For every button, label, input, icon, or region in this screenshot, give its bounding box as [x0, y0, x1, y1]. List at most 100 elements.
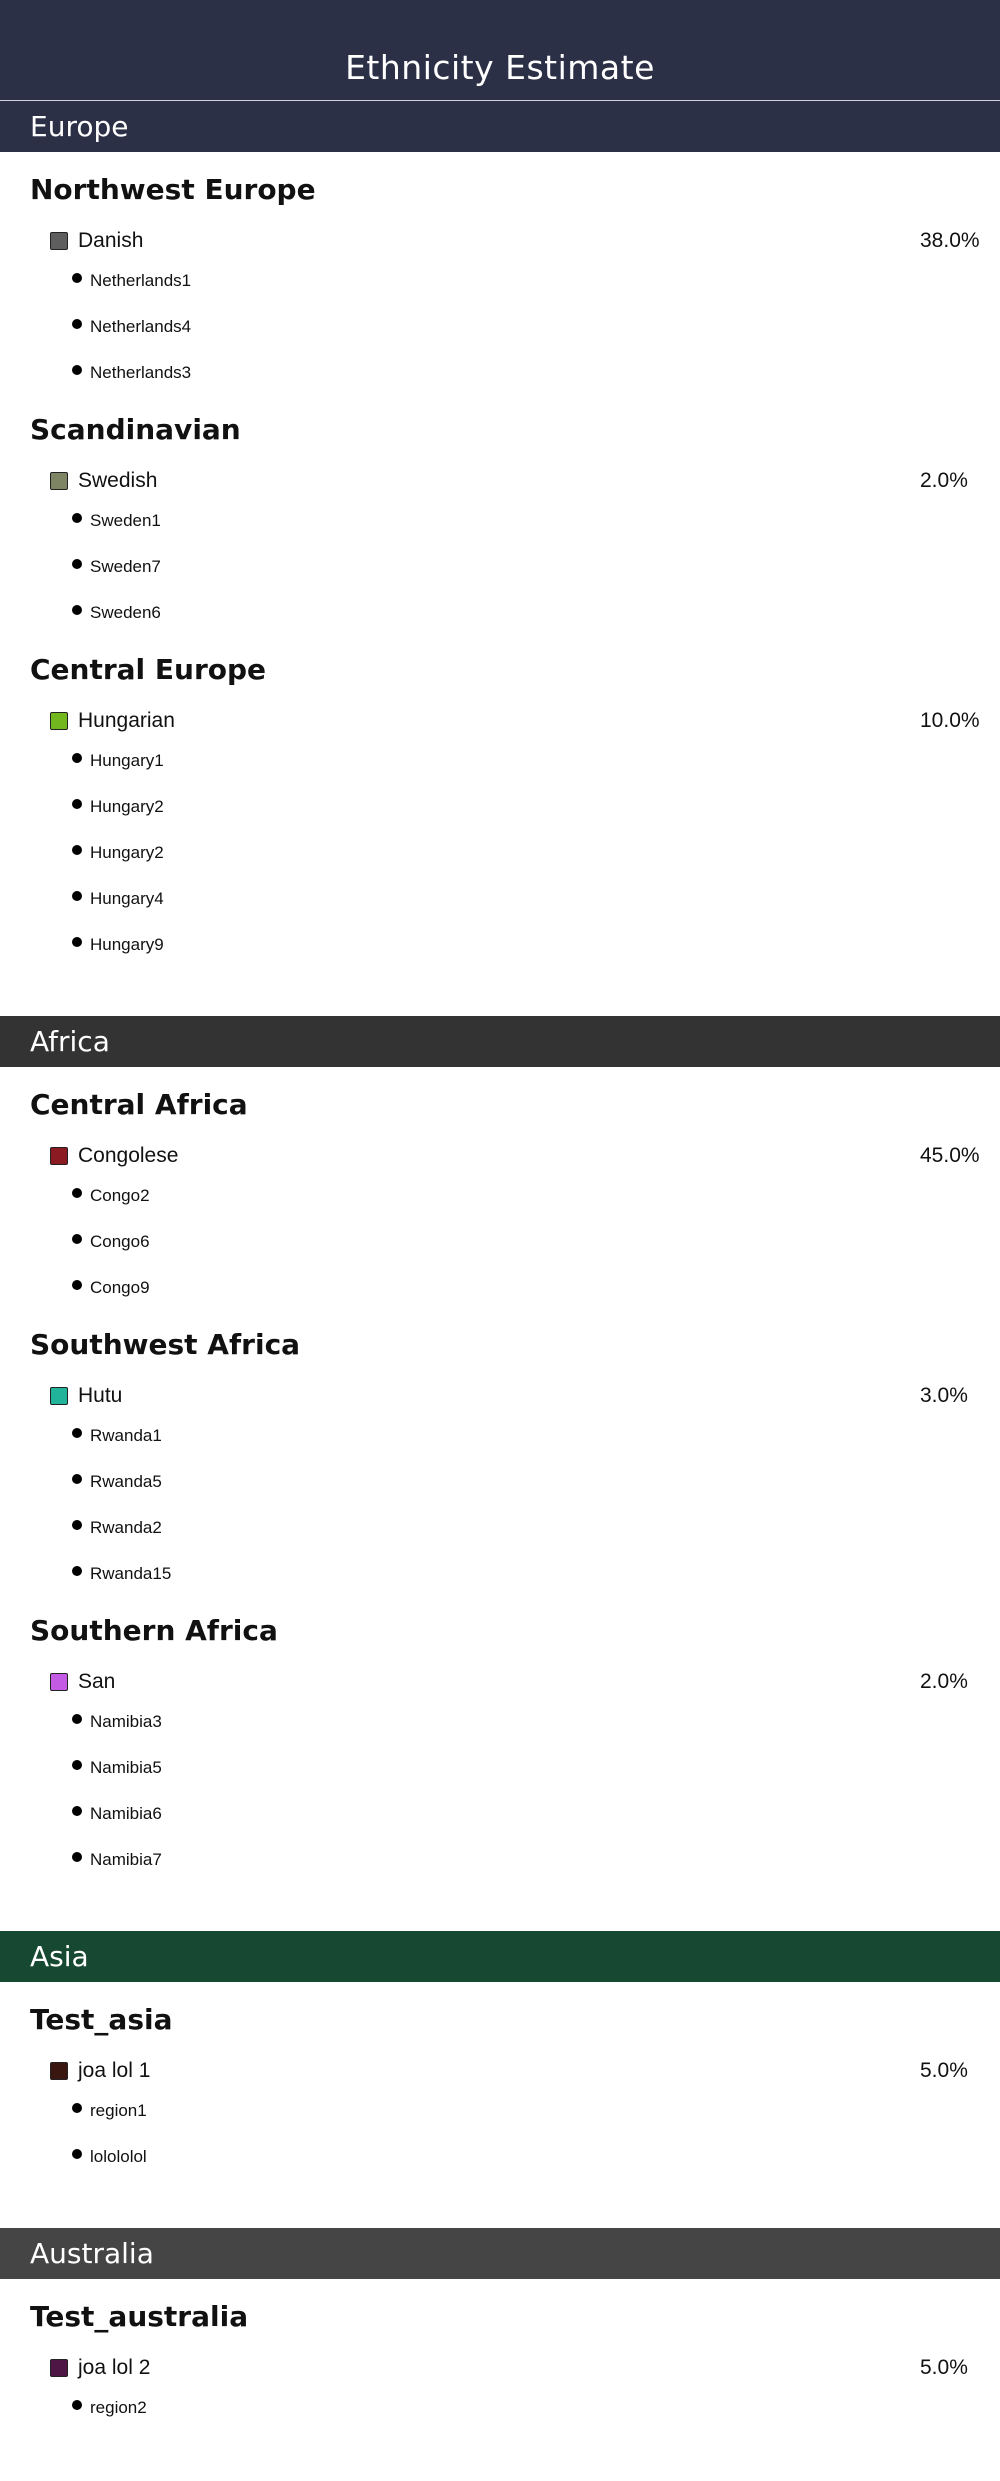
bullet-icon — [72, 1280, 82, 1290]
region-list-item: Rwanda1 — [0, 1413, 1000, 1459]
ethnicity-row: Swedish 2.0% — [0, 464, 1000, 498]
bullet-icon — [72, 273, 82, 283]
ethnicity-row: joa lol 1 5.0% — [0, 2054, 1000, 2088]
ethnicity-label: joa lol 2 — [78, 2356, 151, 2379]
continent-header: Asia — [0, 1931, 1000, 1982]
region-list-item: Sweden6 — [0, 590, 1000, 636]
bullet-icon — [72, 937, 82, 947]
region-label: Netherlands3 — [90, 363, 192, 382]
region-list-item: Rwanda5 — [0, 1459, 1000, 1505]
region-label: Namibia5 — [90, 1758, 162, 1777]
ethnicity-percent: 2.0% — [920, 1670, 968, 1693]
continent-header: Australia — [0, 2228, 1000, 2279]
group-title: Southern Africa — [30, 1614, 278, 1647]
region-label: Sweden1 — [90, 511, 161, 530]
ethnicity-row: joa lol 2 5.0% — [0, 2351, 1000, 2385]
ethnicity-label: San — [78, 1670, 116, 1693]
bullet-icon — [72, 1852, 82, 1862]
bullet-icon — [72, 1188, 82, 1198]
region-label: Hungary2 — [90, 843, 164, 862]
region-list-item: Namibia7 — [0, 1837, 1000, 1883]
ethnicity-percent: 2.0% — [920, 469, 968, 492]
ethnicity-row: Danish 38.0% — [0, 224, 1000, 258]
continent-section: Test_asia joa lol 1 5.0% region1 lolololol — [0, 2006, 1000, 2228]
region-label: region1 — [90, 2101, 147, 2120]
region-list-item: lolololol — [0, 2134, 1000, 2180]
region-list-item: Namibia3 — [0, 1699, 1000, 1745]
region-list-item: Sweden7 — [0, 544, 1000, 590]
ethnicity-label: joa lol 1 — [78, 2059, 151, 2082]
region-list-item: Congo9 — [0, 1265, 1000, 1311]
ethnicity-row: Hungarian 10.0% — [0, 704, 1000, 738]
group-title: Northwest Europe — [30, 173, 316, 206]
region-label: Netherlands1 — [90, 271, 192, 290]
continent-header: Africa — [0, 1016, 1000, 1067]
region-label: Hungary4 — [90, 889, 164, 908]
region-label: Netherlands4 — [90, 317, 192, 336]
bullet-icon — [72, 845, 82, 855]
region-list-item: Congo2 — [0, 1173, 1000, 1219]
region-list-item: Congo6 — [0, 1219, 1000, 1265]
bullet-icon — [72, 365, 82, 375]
region-label: Congo9 — [90, 1278, 150, 1297]
ethnicity-row: Hutu 3.0% — [0, 1379, 1000, 1413]
page-header: Ethnicity Estimate — [0, 0, 1000, 101]
region-list-item: region2 — [0, 2385, 1000, 2431]
color-swatch-icon — [50, 472, 68, 490]
continent-section: Central Africa Congolese 45.0% Congo2 Congo6… — [0, 1091, 1000, 1931]
group-title: Scandinavian — [30, 413, 241, 446]
region-list-item: Rwanda15 — [0, 1551, 1000, 1597]
group-title: Central Africa — [30, 1088, 248, 1121]
bullet-icon — [72, 319, 82, 329]
bullet-icon — [72, 513, 82, 523]
region-label: Congo6 — [90, 1232, 150, 1251]
color-swatch-icon — [50, 2359, 68, 2377]
ethnicity-label: Danish — [78, 229, 144, 252]
bullet-icon — [72, 799, 82, 809]
region-list-item: Sweden1 — [0, 498, 1000, 544]
bullet-icon — [72, 1234, 82, 1244]
bullet-icon — [72, 559, 82, 569]
region-label: Namibia7 — [90, 1850, 162, 1869]
region-label: Hungary9 — [90, 935, 164, 954]
region-label: Sweden6 — [90, 603, 161, 622]
region-label: Hungary1 — [90, 751, 164, 770]
bullet-icon — [72, 1566, 82, 1576]
region-label: Namibia6 — [90, 1804, 162, 1823]
ethnicity-label: Hungarian — [78, 709, 175, 732]
ethnicity-label: Hutu — [78, 1384, 123, 1407]
continents-list: Europe Northwest Europe Danish 38.0% Netherl… — [0, 101, 1000, 2479]
region-list-item: Hungary9 — [0, 922, 1000, 968]
color-swatch-icon — [50, 1387, 68, 1405]
bullet-icon — [72, 1474, 82, 1484]
color-swatch-icon — [50, 1147, 68, 1165]
ethnicity-row: San 2.0% — [0, 1665, 1000, 1699]
region-list-item: Namibia5 — [0, 1745, 1000, 1791]
bullet-icon — [72, 1760, 82, 1770]
bullet-icon — [72, 2400, 82, 2410]
region-label: Namibia3 — [90, 1712, 162, 1731]
ethnicity-percent: 5.0% — [920, 2356, 968, 2379]
region-label: region2 — [90, 2398, 147, 2417]
ethnicity-row: Congolese 45.0% — [0, 1139, 1000, 1173]
page-title: Ethnicity Estimate — [345, 48, 655, 87]
ethnicity-percent: 5.0% — [920, 2059, 968, 2082]
region-list-item: Namibia6 — [0, 1791, 1000, 1837]
color-swatch-icon — [50, 712, 68, 730]
group-title: Southwest Africa — [30, 1328, 301, 1361]
region-list-item: Hungary4 — [0, 876, 1000, 922]
region-label: Rwanda1 — [90, 1426, 162, 1445]
ethnicity-percent: 10.0% — [920, 709, 980, 732]
region-list-item: Hungary2 — [0, 784, 1000, 830]
bullet-icon — [72, 753, 82, 763]
region-list-item: region1 — [0, 2088, 1000, 2134]
ethnicity-percent: 3.0% — [920, 1384, 968, 1407]
region-label: Congo2 — [90, 1186, 150, 1205]
region-label: Rwanda2 — [90, 1518, 162, 1537]
bullet-icon — [72, 891, 82, 901]
ethnicity-percent: 45.0% — [920, 1144, 980, 1167]
continent-header: Europe — [0, 101, 1000, 152]
region-label: Hungary2 — [90, 797, 164, 816]
bullet-icon — [72, 1806, 82, 1816]
color-swatch-icon — [50, 232, 68, 250]
